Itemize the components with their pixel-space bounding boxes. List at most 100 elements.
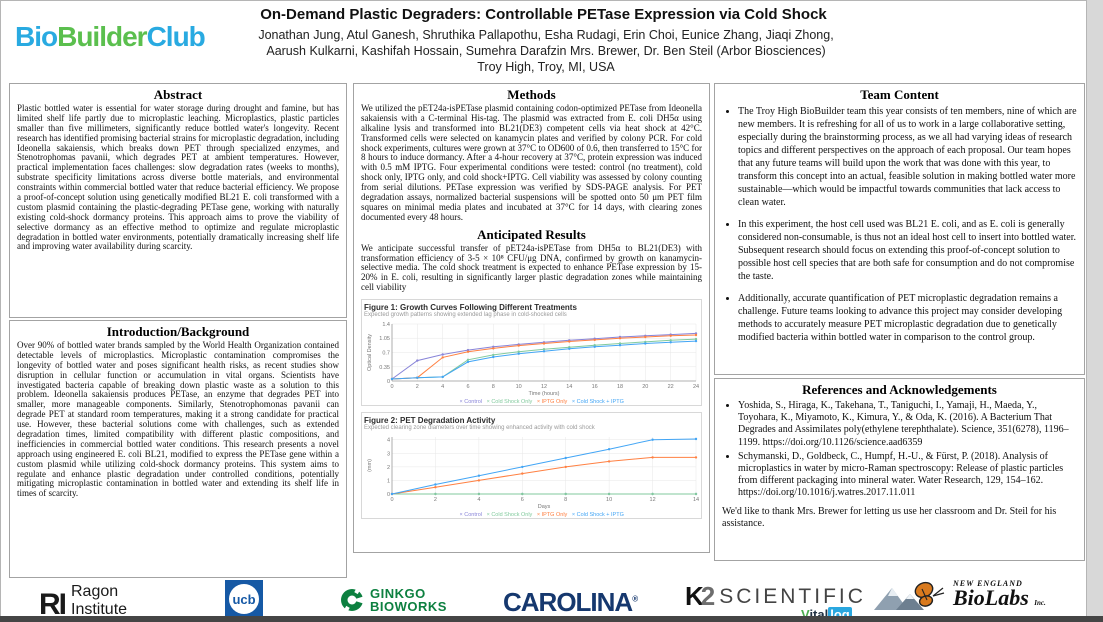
neb-wordmark: NEW ENGLAND BioLabs Inc. — [953, 579, 1046, 613]
svg-text:14: 14 — [566, 384, 572, 390]
figure-1-panel: Figure 1: Growth Curves Following Differ… — [361, 299, 702, 407]
k2-letter-2: 2 — [700, 581, 716, 611]
vitalog-v: V — [801, 607, 810, 622]
logo-club: Club — [146, 21, 206, 52]
svg-text:1.05: 1.05 — [379, 336, 390, 342]
svg-text:22: 22 — [668, 384, 674, 390]
figure-2-panel: Figure 2: PET Degradation Activity Expec… — [361, 412, 702, 520]
k2-letter-k: K — [685, 581, 704, 611]
ragon-institute-logo: RI Ragon Institute MASS GENERAL | MIT | … — [39, 583, 201, 622]
butterfly-icon — [914, 581, 945, 607]
ucb-wordmark: ucb — [229, 584, 259, 614]
svg-text:0: 0 — [390, 497, 393, 503]
anticipated-results-heading: Anticipated Results — [477, 226, 586, 242]
svg-text:3: 3 — [387, 451, 390, 457]
authors-line-3: Troy High, Troy, MI, USA — [477, 60, 615, 74]
figure-2-title: Figure 2: PET Degradation Activity — [364, 416, 496, 426]
ginkgo-gear-icon — [341, 587, 365, 613]
svg-text:10: 10 — [606, 497, 612, 503]
svg-text:× Control × Cold Shock Only: × Control × Cold Shock Only × IPTG Only … — [460, 512, 629, 518]
references-heading: References and Acknowledgements — [802, 382, 997, 397]
abstract-heading: Abstract — [153, 87, 203, 102]
svg-text:10: 10 — [516, 384, 522, 390]
carolina-logo: CAROLINA® — [503, 587, 638, 618]
team-content-heading: Team Content — [860, 87, 939, 102]
list-item: Schymanski, D., Goldbeck, C., Humpf, H.-… — [738, 451, 1077, 500]
abstract-body: Plastic bottled water is essential for w… — [17, 103, 339, 252]
authors-line-1: Jonathan Jung, Atul Ganesh, Shruthika Pa… — [258, 28, 834, 42]
carolina-text: CAROLINA — [503, 587, 633, 617]
abstract-section: Abstract Plastic bottled water is essent… — [9, 83, 347, 318]
k2-wordmark: SCIENTIFIC — [719, 584, 866, 608]
poster-title: On-Demand Plastic Degraders: Controllabl… — [260, 6, 827, 23]
ginkgo-line2: BIOWORKS — [370, 599, 447, 614]
logo-bio: Bio — [15, 21, 58, 52]
mountain-icon — [873, 587, 924, 610]
list-item: Additionally, accurate quantification of… — [738, 292, 1077, 344]
ginkgo-bioworks-logo: GINKGO BIOWORKS — [339, 587, 447, 613]
figure-1-title: Figure 1: Growth Curves Following Differ… — [364, 303, 577, 313]
svg-text:0.7: 0.7 — [382, 351, 390, 357]
logo-builder: Builder — [57, 21, 147, 52]
ragon-mark-icon: RI — [39, 588, 67, 621]
ucb-logo: ucb — [225, 580, 263, 618]
team-bullet-list: The Troy High BioBuilder team this year … — [722, 105, 1077, 344]
ragon-line2: Institute — [71, 601, 128, 618]
svg-text:6: 6 — [466, 384, 469, 390]
svg-text:8: 8 — [564, 497, 567, 503]
svg-text:Optical Density: Optical Density — [367, 334, 373, 371]
neb-new-england: NEW ENGLAND — [953, 579, 1023, 588]
svg-text:6: 6 — [521, 497, 524, 503]
registered-mark: ® — [632, 594, 638, 604]
reference-list: Yoshida, S., Hiraga, K., Takehana, T., T… — [722, 400, 1077, 500]
carolina-wordmark: CAROLINA® — [503, 587, 638, 618]
svg-text:20: 20 — [642, 384, 648, 390]
k2-scientific-logo: K2 SCIENTIFIC Vital log — [685, 581, 926, 622]
authors-block: Jonathan Jung, Atul Ganesh, Shruthika Pa… — [181, 27, 911, 75]
methods-body: We utilized the pET24a-isPETase plasmid … — [361, 103, 702, 222]
ragon-line1: Ragon — [71, 583, 119, 600]
svg-text:0: 0 — [387, 492, 390, 498]
ucb-icon: ucb — [225, 580, 263, 618]
svg-text:0.35: 0.35 — [379, 365, 390, 371]
neb-biolabs-text: BioLabs — [953, 585, 1029, 610]
svg-text:4: 4 — [387, 438, 390, 444]
svg-text:1.4: 1.4 — [382, 322, 390, 328]
new-england-biolabs-logo: NEW ENGLAND BioLabs Inc. — [913, 579, 1046, 613]
figure-1-subtitle: Expected growth patterns showing extende… — [364, 312, 567, 319]
introduction-body: Over 90% of bottled water brands sampled… — [17, 340, 339, 499]
list-item: The Troy High BioBuilder team this year … — [738, 105, 1077, 209]
svg-text:4: 4 — [441, 384, 444, 390]
svg-text:12: 12 — [650, 497, 656, 503]
acknowledgement-text: We'd like to thank Mrs. Brewer for letti… — [722, 505, 1057, 529]
introduction-section: Introduction/Background Over 90% of bott… — [9, 320, 347, 578]
svg-text:2: 2 — [416, 384, 419, 390]
svg-text:8: 8 — [492, 384, 495, 390]
svg-text:4: 4 — [477, 497, 480, 503]
authors-line-2: Aarush Kulkarni, Kashifah Hossain, Sumeh… — [266, 44, 826, 58]
methods-heading: Methods — [507, 87, 556, 102]
neb-inc: Inc. — [1034, 599, 1046, 607]
svg-text:Time (hours): Time (hours) — [529, 391, 560, 397]
svg-text:0: 0 — [390, 384, 393, 390]
ginkgo-line1: GINKGO — [370, 586, 426, 601]
svg-text:Days: Days — [538, 504, 551, 510]
ragon-name: Ragon Institute — [71, 583, 127, 618]
introduction-heading: Introduction/Background — [106, 324, 250, 339]
svg-text:1: 1 — [387, 479, 390, 485]
sponsor-logo-row: RI Ragon Institute MASS GENERAL | MIT | … — [1, 571, 1088, 622]
list-item: In this experiment, the host cell used w… — [738, 218, 1077, 283]
biobuilderclub-logo: BioBuilderClub — [15, 21, 206, 53]
svg-text:12: 12 — [541, 384, 547, 390]
neb-biolabs: BioLabs Inc. — [953, 585, 1046, 613]
svg-text:18: 18 — [617, 384, 623, 390]
list-item: Yoshida, S., Hiraga, K., Takehana, T., T… — [738, 400, 1077, 449]
references-section: References and Acknowledgements Yoshida,… — [714, 378, 1085, 561]
svg-text:0: 0 — [387, 379, 390, 385]
svg-text:14: 14 — [693, 497, 699, 503]
ginkgo-wordmark: GINKGO BIOWORKS — [370, 587, 447, 613]
anticipated-results-body: We anticipate successful transfer of pET… — [361, 242, 702, 293]
figure-2-subtitle: Expected clearing zone diameters over ti… — [364, 425, 595, 432]
svg-text:16: 16 — [592, 384, 598, 390]
